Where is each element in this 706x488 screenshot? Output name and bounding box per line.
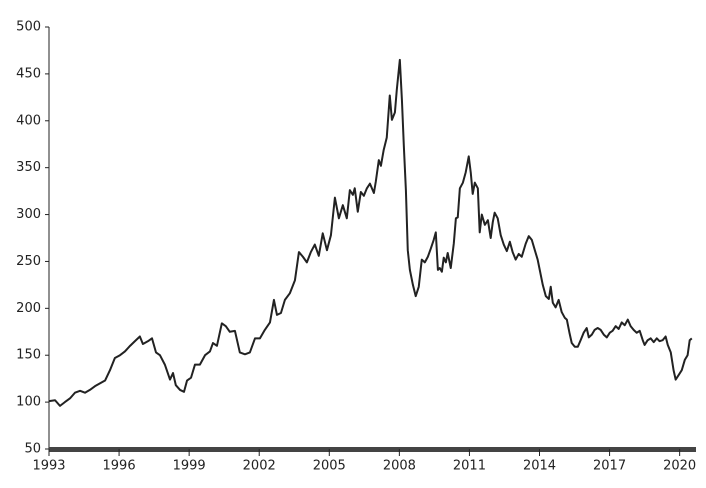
- series-line: [48, 58, 693, 407]
- x-tick-label: 2014: [523, 459, 556, 474]
- y-tick-label: 150: [16, 348, 41, 363]
- x-tick-label: 1996: [103, 459, 136, 474]
- x-tick-label: 2020: [663, 459, 696, 474]
- y-tick-label: 50: [24, 442, 41, 457]
- x-tick-label: 2008: [383, 459, 416, 474]
- x-tick-label: 2017: [593, 459, 626, 474]
- x-axis: [49, 447, 696, 452]
- x-tick-label: 1993: [32, 459, 65, 474]
- y-tick-label: 200: [16, 301, 41, 316]
- y-tick-label: 250: [16, 254, 41, 269]
- x-tick-label: 2002: [243, 459, 276, 474]
- y-tick-label: 300: [16, 207, 41, 222]
- y-tick-label: 100: [16, 395, 41, 410]
- x-tick-label: 2011: [453, 459, 486, 474]
- y-tick-label: 500: [16, 20, 41, 35]
- x-tick-label: 2005: [313, 459, 346, 474]
- y-tick-label: 450: [16, 66, 41, 81]
- y-tick-label: 400: [16, 113, 41, 128]
- x-tick-label: 1999: [173, 459, 206, 474]
- y-tick-label: 350: [16, 160, 41, 175]
